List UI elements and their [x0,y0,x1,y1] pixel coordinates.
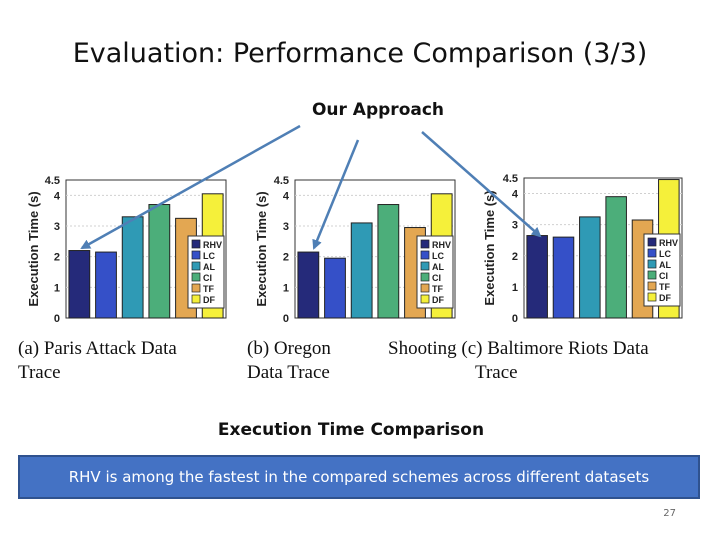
bar-rhv [526,235,548,319]
summary-banner: RHV is among the fastest in the compared… [18,455,700,499]
bar-al [579,216,601,319]
legend-swatch-rhv [420,239,430,249]
caption-a-line2: Trace [18,362,61,383]
figure-label: Execution Time Comparison [217,420,485,440]
legend-label-tf: TF [203,284,214,294]
y-tick-label: 2 [54,252,60,264]
legend-swatch-al [191,261,201,271]
approach-arrow-3 [421,131,542,238]
legend-label-lc: LC [659,249,671,259]
bar-ci [377,204,400,319]
legend-swatch-tf [647,281,657,291]
y-axis-label: Execution Time (s) [254,191,269,306]
legend-swatch-tf [420,283,430,293]
legend-swatch-rhv [647,237,657,247]
bar-lc [95,251,117,319]
legend-label-tf: TF [659,282,670,292]
legend-label-tf: TF [432,284,443,294]
y-tick-label: 0 [283,313,289,325]
legend-label-rhv: RHV [432,240,451,250]
legend-swatch-ci [647,270,657,280]
y-tick-label: 4.5 [274,175,289,187]
y-tick-label: 4.5 [45,175,60,187]
y-axis-label: Execution Time (s) [26,191,41,306]
bar-al [121,216,144,319]
y-tick-label: 3 [54,221,60,233]
caption-b-line1: (b) Oregon [247,338,331,359]
y-tick-label: 1 [54,282,60,294]
legend-swatch-df [191,294,201,304]
legend-swatch-df [420,294,430,304]
legend-label-al: AL [432,262,444,272]
y-tick-label: 0 [54,313,60,325]
bar-rhv [68,250,91,319]
legend-swatch-ci [191,272,201,282]
legend-label-lc: LC [432,251,444,261]
approach-arrow-2 [312,139,360,250]
legend-label-ci: CI [203,273,212,283]
caption-a-line1: (a) Paris Attack Data [18,338,177,359]
legend-label-lc: LC [203,251,215,261]
y-tick-label: 3 [283,221,289,233]
legend-label-ci: CI [659,271,668,281]
legend-swatch-lc [420,250,430,260]
legend-label-df: DF [659,293,671,303]
bar-ci [148,204,171,319]
legend-label-df: DF [203,295,215,305]
legend-swatch-al [420,261,430,271]
y-tick-label: 1 [512,282,518,294]
y-axis-label: Execution Time (s) [482,190,497,305]
legend-swatch-lc [647,248,657,258]
y-tick-label: 2 [283,252,289,264]
legend-label-rhv: RHV [203,240,222,250]
y-tick-label: 3 [512,220,518,232]
bar-ci [605,196,627,319]
legend-label-al: AL [659,260,671,270]
y-tick-label: 0 [512,313,518,325]
legend-swatch-ci [420,272,430,282]
y-tick-label: 2 [512,251,518,263]
approach-arrow-1 [80,124,301,250]
our-approach-label: Our Approach [311,100,445,120]
y-tick-label: 4 [283,190,290,202]
page-number: 27 [663,508,676,519]
legend-label-df: DF [432,295,444,305]
caption-c-line1: Shooting (c) Baltimore Riots Data [388,338,649,359]
legend-label-ci: CI [432,273,441,283]
legend-swatch-rhv [191,239,201,249]
y-tick-label: 4 [512,189,519,201]
legend-swatch-lc [191,250,201,260]
y-tick-label: 4 [54,190,61,202]
caption-c-line2: Trace [475,362,518,383]
slide-title: Evaluation: Performance Comparison (3/3) [72,38,648,69]
bar-rhv [297,251,320,319]
y-tick-label: 4.5 [503,173,518,185]
legend-label-rhv: RHV [659,238,678,248]
legend-swatch-al [647,259,657,269]
legend-swatch-tf [191,283,201,293]
bar-al [350,222,373,319]
bar-lc [552,236,575,319]
legend-label-al: AL [203,262,215,272]
legend-swatch-df [647,292,657,302]
bar-lc [324,257,346,319]
y-tick-label: 1 [283,282,289,294]
caption-b-line2: Data Trace [247,362,330,383]
